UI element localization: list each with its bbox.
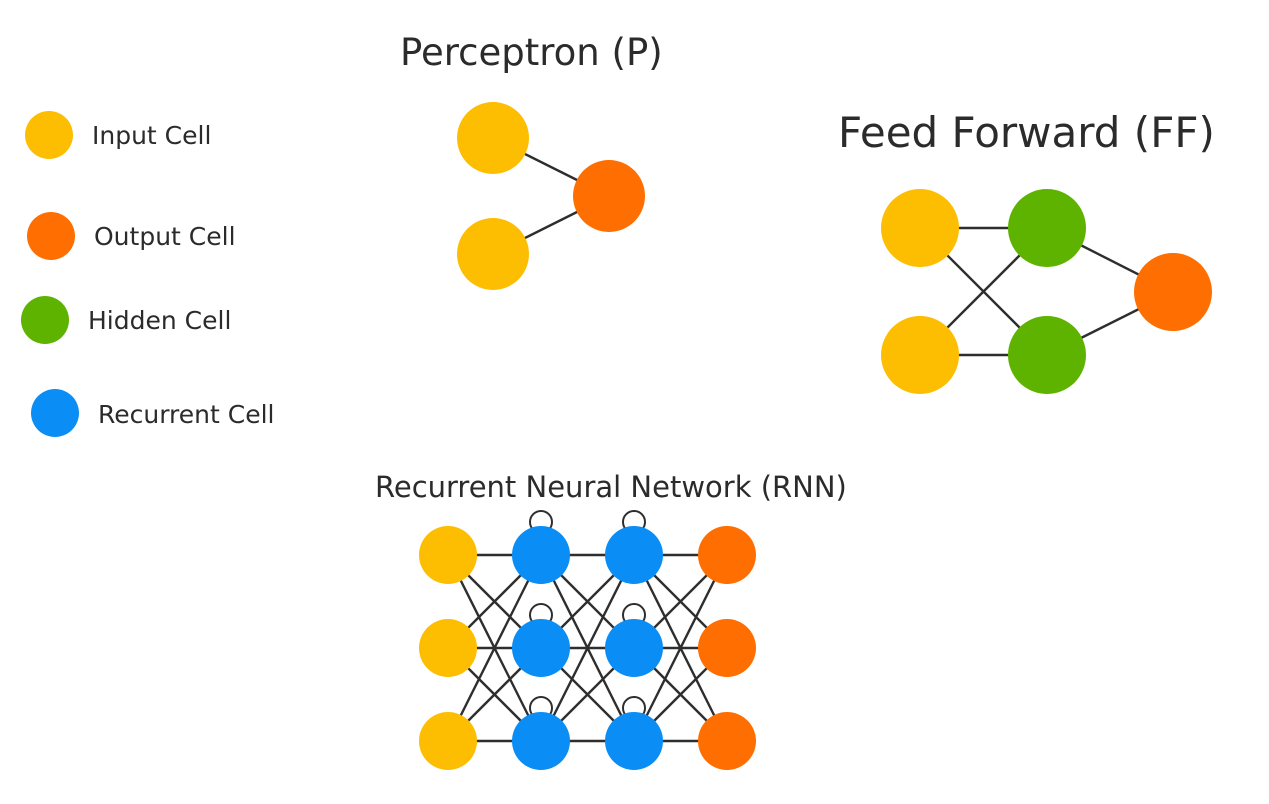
rnn-node-recurrent: [605, 619, 663, 677]
legend-label-hidden: Hidden Cell: [88, 306, 231, 335]
feed-forward-diagram: Feed Forward (FF): [838, 108, 1215, 394]
legend-swatch-recurrent: [31, 389, 79, 437]
ff-node-input: [881, 316, 959, 394]
feed-forward-title: Feed Forward (FF): [838, 108, 1215, 157]
legend-label-input: Input Cell: [92, 121, 211, 150]
rnn-nodes: [419, 526, 756, 770]
rnn-edge: [632, 554, 729, 742]
legend: Input Cell Output Cell Hidden Cell Recur…: [21, 111, 275, 437]
rnn-node-recurrent: [605, 526, 663, 584]
rnn-node-input: [419, 712, 477, 770]
legend-item-recurrent: Recurrent Cell: [31, 389, 275, 437]
legend-label-output: Output Cell: [94, 222, 236, 251]
legend-swatch-hidden: [21, 296, 69, 344]
perceptron-diagram: Perceptron (P): [400, 31, 663, 290]
rnn-node-input: [419, 526, 477, 584]
rnn-node-recurrent: [605, 712, 663, 770]
rnn-diagram: Recurrent Neural Network (RNN): [375, 470, 847, 770]
perceptron-node-input: [457, 102, 529, 174]
rnn-node-output: [698, 712, 756, 770]
ff-node-hidden: [1008, 316, 1086, 394]
rnn-edges: [446, 553, 729, 743]
legend-item-output: Output Cell: [27, 212, 236, 260]
ff-node-input: [881, 189, 959, 267]
legend-swatch-output: [27, 212, 75, 260]
ff-node-output: [1134, 253, 1212, 331]
perceptron-node-output: [573, 160, 645, 232]
perceptron-title: Perceptron (P): [400, 31, 663, 74]
rnn-node-input: [419, 619, 477, 677]
legend-item-input: Input Cell: [25, 111, 211, 159]
legend-swatch-input: [25, 111, 73, 159]
rnn-node-recurrent: [512, 619, 570, 677]
perceptron-node-input: [457, 218, 529, 290]
rnn-node-recurrent: [512, 526, 570, 584]
legend-item-hidden: Hidden Cell: [21, 296, 231, 344]
ff-node-hidden: [1008, 189, 1086, 267]
legend-label-recurrent: Recurrent Cell: [98, 400, 275, 429]
rnn-title: Recurrent Neural Network (RNN): [375, 470, 847, 504]
rnn-edge: [446, 554, 543, 742]
rnn-node-output: [698, 619, 756, 677]
rnn-edge: [539, 554, 636, 742]
rnn-node-recurrent: [512, 712, 570, 770]
rnn-node-output: [698, 526, 756, 584]
